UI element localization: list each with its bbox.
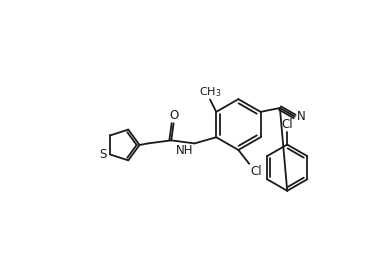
Text: Cl: Cl: [250, 165, 262, 178]
Text: S: S: [99, 148, 106, 161]
Text: CH$_3$: CH$_3$: [199, 85, 221, 99]
Text: N: N: [297, 110, 306, 123]
Text: O: O: [169, 109, 178, 122]
Text: NH: NH: [176, 144, 194, 157]
Text: Cl: Cl: [281, 118, 293, 131]
